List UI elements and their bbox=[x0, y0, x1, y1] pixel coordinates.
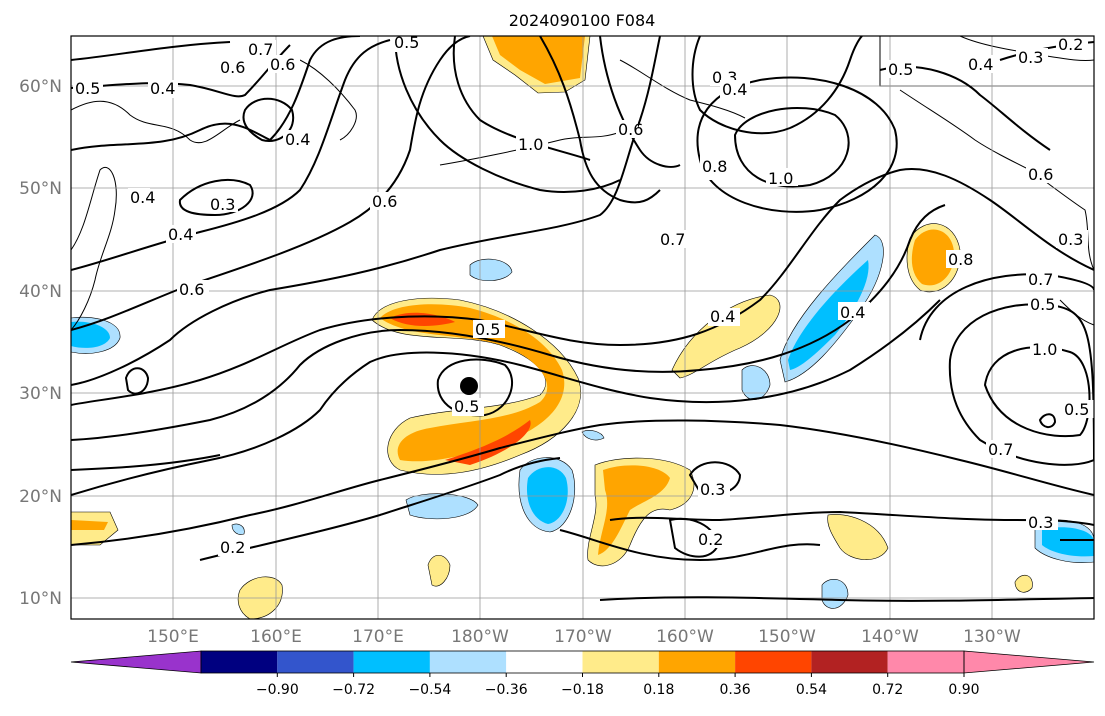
colorbar-segment bbox=[887, 651, 964, 673]
contour-label: 0.3 bbox=[700, 480, 725, 499]
colorbar-tick-label: 0.36 bbox=[720, 682, 751, 698]
contour-label: 0.6 bbox=[270, 55, 295, 74]
positive-anomaly-region bbox=[671, 294, 781, 379]
contour-label: 0.3 bbox=[1028, 513, 1053, 532]
colorbar-tick-label: 0.18 bbox=[643, 682, 674, 698]
colorbar-extend-low bbox=[70, 650, 202, 674]
lat-label: 20°N bbox=[19, 487, 62, 507]
colorbar-segment bbox=[811, 651, 888, 673]
contour-label: 0.2 bbox=[698, 530, 723, 549]
map-panel: 0.7 0.6 0.5 0.5 0.4 0.3 0.4 0.4 0.4 0.6 … bbox=[71, 33, 1094, 619]
contour-label: 0.4 bbox=[722, 80, 747, 99]
contour-label: 0.2 bbox=[220, 538, 245, 557]
contour-label: 0.4 bbox=[285, 130, 310, 149]
figure-title: 2024090100 F084 bbox=[509, 11, 656, 30]
lat-label: 60°N bbox=[19, 77, 62, 97]
lon-label: 170°W bbox=[554, 627, 612, 647]
contour-label: 0.7 bbox=[988, 440, 1013, 459]
colorbar-extend-high bbox=[963, 650, 1095, 674]
colorbar-tick-label: −0.36 bbox=[485, 682, 528, 698]
lat-label: 10°N bbox=[19, 589, 62, 609]
lon-label: 160°E bbox=[250, 627, 302, 647]
negative-anomaly-region bbox=[821, 578, 849, 609]
contour-label: 0.4 bbox=[968, 55, 993, 74]
colorbar-tick-label: −0.54 bbox=[408, 682, 451, 698]
contour-label: 1.0 bbox=[1032, 340, 1057, 359]
negative-anomaly-region bbox=[741, 365, 771, 400]
contour-label: 0.5 bbox=[475, 320, 500, 339]
storm-center-dot bbox=[460, 377, 478, 395]
lat-label: 30°N bbox=[19, 384, 62, 404]
contour-label: 0.8 bbox=[948, 250, 973, 269]
contour-label: 0.3 bbox=[210, 195, 235, 214]
contour-label: 0.7 bbox=[1028, 270, 1053, 289]
lon-label: 130°W bbox=[963, 627, 1021, 647]
contour-label: 0.4 bbox=[168, 225, 193, 244]
contour-label: 0.2 bbox=[1058, 35, 1083, 54]
colorbar-segment bbox=[506, 651, 583, 673]
lon-label: 150°W bbox=[758, 627, 816, 647]
colorbar-tick-label: −0.72 bbox=[332, 682, 375, 698]
latitude-axis: 10°N 20°N 30°N 40°N 50°N 60°N bbox=[19, 77, 62, 609]
colorbar-segment bbox=[353, 651, 430, 673]
colorbar-segment bbox=[582, 651, 659, 673]
lon-label: 180°W bbox=[451, 627, 509, 647]
lon-label: 170°E bbox=[352, 627, 404, 647]
colorbar: −0.90 −0.72 −0.54 −0.36 −0.18 0.18 0.36 0.54 0.7… bbox=[70, 650, 1095, 698]
positive-anomaly-region bbox=[427, 554, 451, 587]
contour-lines bbox=[71, 36, 1094, 602]
contour-label: 0.5 bbox=[1064, 400, 1089, 419]
contour-label: 0.3 bbox=[1018, 48, 1043, 67]
contour-label: 0.6 bbox=[220, 58, 245, 77]
negative-anomaly-region bbox=[581, 430, 605, 441]
lon-label: 140°W bbox=[861, 627, 919, 647]
contour-label: 1.0 bbox=[768, 169, 793, 188]
colorbar-segment bbox=[277, 651, 354, 673]
colorbar-tick-label: 0.90 bbox=[948, 682, 979, 698]
positive-anomaly-region bbox=[1014, 574, 1033, 593]
lat-label: 40°N bbox=[19, 282, 62, 302]
colorbar-tick-label: 0.72 bbox=[872, 682, 903, 698]
contour-label: 0.4 bbox=[710, 307, 735, 326]
contour-label: 0.5 bbox=[75, 79, 100, 98]
colorbar-segment bbox=[201, 651, 278, 673]
contour-label: 0.5 bbox=[394, 33, 419, 52]
colorbar-tick-label: 0.54 bbox=[796, 682, 827, 698]
lat-label: 50°N bbox=[19, 179, 62, 199]
contour-label: 0.7 bbox=[248, 40, 273, 59]
map-frame bbox=[70, 35, 1095, 620]
longitude-axis: 150°E 160°E 170°E 180°W 170°W 160°W 150°… bbox=[147, 627, 1021, 647]
lon-label: 150°E bbox=[147, 627, 199, 647]
contour-label: 0.4 bbox=[130, 188, 155, 207]
contour-label: 0.6 bbox=[372, 192, 397, 211]
contour-label: 0.6 bbox=[618, 120, 643, 139]
lon-label: 160°W bbox=[656, 627, 714, 647]
negative-anomaly-region bbox=[231, 523, 245, 535]
anomaly-shading bbox=[71, 36, 1094, 619]
graticule bbox=[71, 36, 1094, 619]
contour-label: 0.5 bbox=[888, 60, 913, 79]
contour-label: 0.3 bbox=[1058, 230, 1083, 249]
contour-label: 0.5 bbox=[1030, 295, 1055, 314]
colorbar-segment bbox=[658, 651, 736, 673]
contour-label: 0.6 bbox=[179, 280, 204, 299]
contour-label: 0.7 bbox=[660, 230, 685, 249]
contour-label: 1.0 bbox=[518, 135, 543, 154]
contour-label-group: 0.7 0.6 0.5 0.5 0.4 0.3 0.4 0.4 0.4 0.6 … bbox=[73, 33, 1094, 557]
contour-label: 0.4 bbox=[840, 303, 865, 322]
contour-label: 0.4 bbox=[150, 79, 175, 98]
colorbar-tick-label: −0.18 bbox=[561, 682, 604, 698]
colorbar-segment bbox=[429, 651, 507, 673]
positive-anomaly-region bbox=[827, 514, 889, 560]
colorbar-segment bbox=[735, 651, 812, 673]
colorbar-tick-label: −0.90 bbox=[256, 682, 299, 698]
contour-label: 0.6 bbox=[1028, 165, 1053, 184]
contour-label: 0.5 bbox=[454, 397, 479, 416]
negative-anomaly-region bbox=[469, 258, 513, 281]
contour-label: 0.8 bbox=[702, 157, 727, 176]
